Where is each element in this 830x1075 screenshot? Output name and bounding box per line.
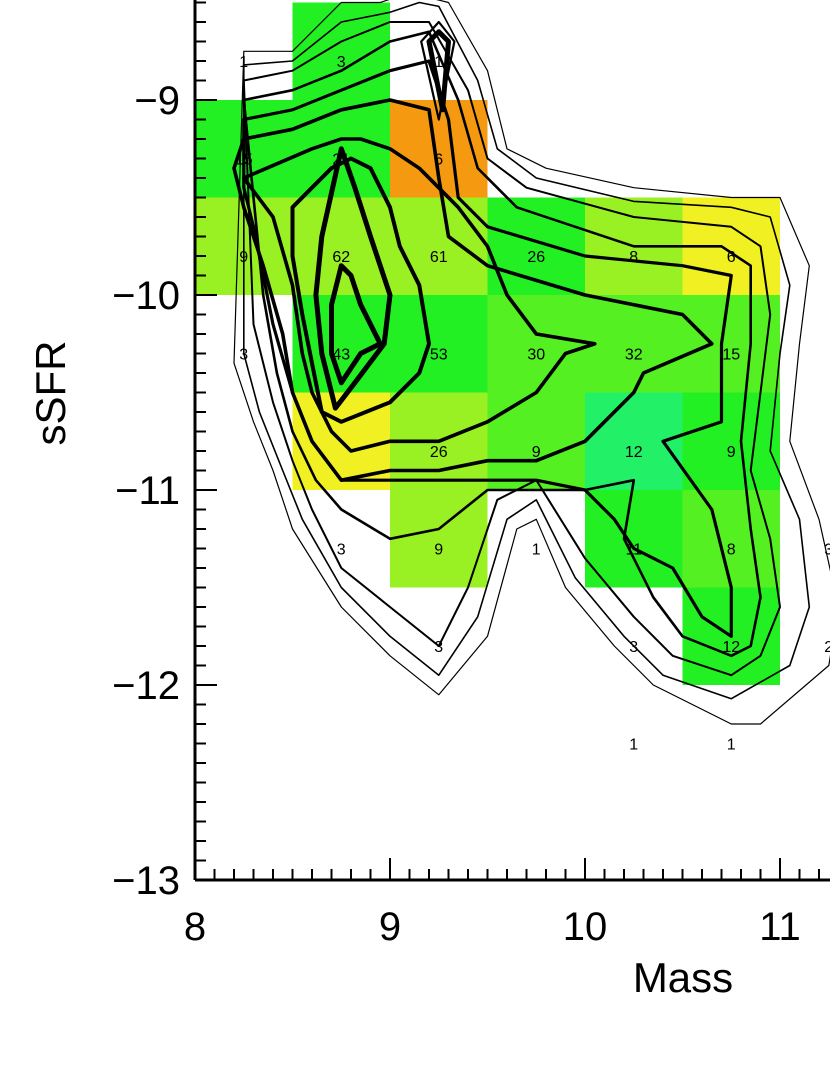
cell-count-label: 1 — [239, 54, 248, 71]
cell-count-label: 6 — [434, 152, 443, 169]
heatmap-cell — [585, 295, 683, 393]
heatmap-cell — [682, 490, 780, 588]
cell-count-label: 53 — [430, 347, 448, 364]
cell-count-label: 1 — [434, 54, 443, 71]
cell-count-label: 9 — [434, 542, 443, 559]
cell-count-label: 9 — [532, 444, 541, 461]
heatmap-cell — [390, 197, 488, 295]
y-tick-label: −10 — [112, 274, 180, 318]
cell-count-label: 1 — [629, 737, 638, 754]
contour-lines — [232, 0, 830, 725]
contour-line — [233, 0, 830, 725]
cell-count-label: 2 — [824, 639, 830, 656]
cell-count-label: 3 — [434, 639, 443, 656]
contour-line — [242, 30, 762, 658]
cell-count-label: 26 — [430, 444, 448, 461]
contour-line — [242, 137, 597, 453]
heatmap-cell — [390, 490, 488, 588]
cell-count-label: 12 — [625, 444, 643, 461]
x-tick-label: 11 — [759, 905, 801, 949]
heatmap-cell — [390, 295, 488, 393]
x-tick-label: 9 — [379, 905, 401, 949]
contour-line — [242, 21, 781, 677]
x-axis-label: Mass — [633, 954, 733, 1001]
cell-count-label: 3 — [629, 639, 638, 656]
cell-count-label: 1 — [727, 737, 736, 754]
cell-count-label: 32 — [625, 347, 643, 364]
y-tick-label: −11 — [115, 469, 180, 513]
x-tick-label: 10 — [563, 905, 608, 949]
contour-line — [420, 20, 456, 121]
cell-count-label: 62 — [332, 249, 350, 266]
cell-count-label: 15 — [235, 152, 253, 169]
cell-count-label: 61 — [430, 249, 448, 266]
heatmap-cell — [682, 295, 780, 393]
cell-count-label: 43 — [332, 347, 350, 364]
axes — [193, 0, 830, 882]
cell-count-label: 9 — [727, 444, 736, 461]
cell-count-label: 30 — [527, 347, 545, 364]
y-tick-label: −12 — [112, 664, 180, 708]
heatmap-cell — [487, 392, 585, 490]
cell-count-label: 6 — [727, 249, 736, 266]
cell-count-label: 26 — [527, 249, 545, 266]
contour-line — [329, 263, 383, 386]
cell-count-label: 3 — [337, 54, 346, 71]
cell-count-label: 21 — [332, 152, 350, 169]
contour-line — [313, 146, 393, 411]
cell-count-label: 3 — [824, 542, 830, 559]
tick-labels: 8 9 10 11−9−10−11−12−13 — [112, 79, 801, 949]
cell-count-label: 9 — [239, 249, 248, 266]
cell-count-label: 1 — [532, 542, 541, 559]
x-tick-label: 8 — [184, 905, 206, 949]
contour-line — [232, 98, 714, 482]
y-tick-label: −9 — [134, 79, 180, 123]
cell-count-label: 15 — [722, 347, 740, 364]
cell-count-label: 3 — [239, 347, 248, 364]
cell-count-label: 12 — [722, 639, 740, 656]
cell-count-label: 11 — [625, 542, 642, 559]
y-axis-label: sSFR — [27, 341, 74, 446]
heatmap-cell — [487, 295, 585, 393]
axis-ticks — [194, 1, 820, 881]
y-tick-label: −13 — [112, 859, 180, 903]
cell-count-label: 8 — [629, 249, 638, 266]
contour-line — [426, 29, 451, 113]
contour-line — [243, 1, 811, 700]
cell-count-label: 8 — [727, 542, 736, 559]
heatmap-cell — [682, 392, 780, 490]
cell-count-label: 3 — [337, 542, 346, 559]
